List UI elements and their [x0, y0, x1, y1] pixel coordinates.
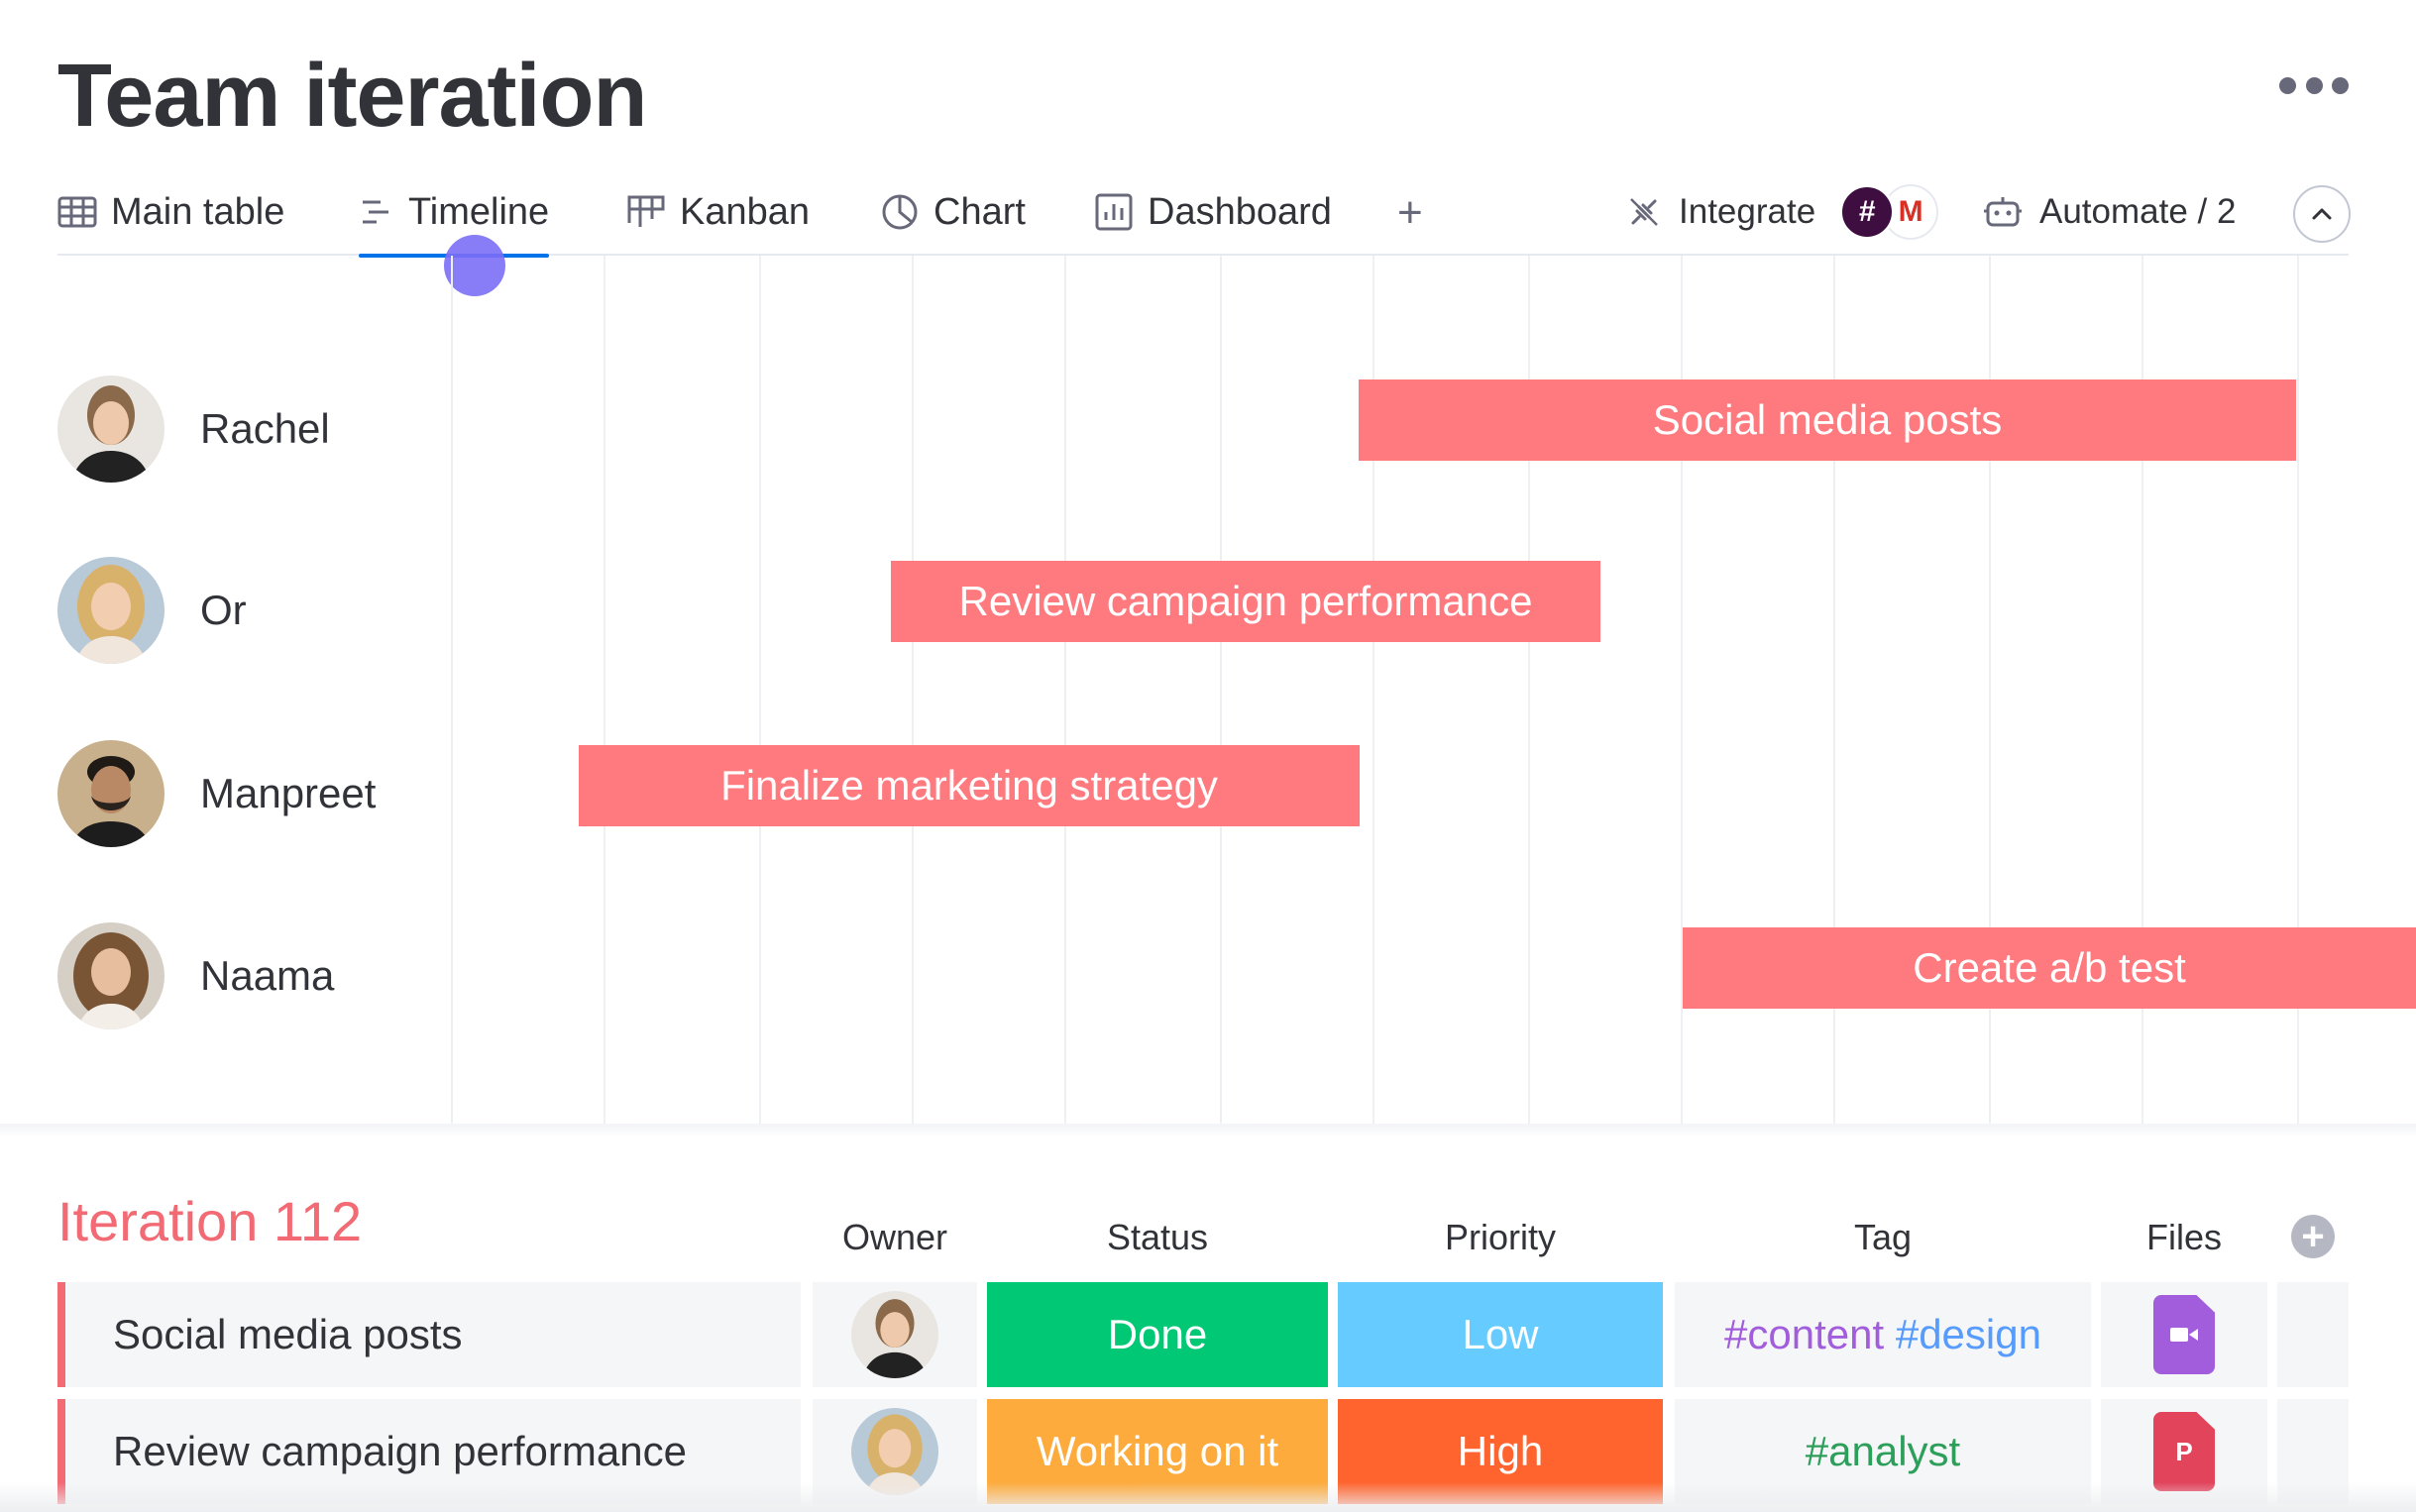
chart-icon	[882, 194, 918, 230]
tab-label: Kanban	[680, 190, 811, 233]
add-view-button[interactable]: +	[1397, 188, 1423, 237]
chevron-up-icon	[2312, 208, 2332, 220]
grid-column	[1220, 256, 1222, 1124]
timeline-person-manpreet: Manpreet	[57, 739, 376, 848]
video-file-icon[interactable]	[2153, 1295, 2215, 1374]
tag[interactable]: #content	[1724, 1311, 1885, 1357]
avatar	[851, 1291, 938, 1378]
robot-icon	[1984, 197, 2022, 227]
column-header-owner[interactable]: Owner	[841, 1217, 948, 1257]
integrate-label: Integrate	[1679, 192, 1816, 231]
tab-kanban[interactable]: Kanban	[626, 180, 810, 244]
tab-chart[interactable]: Chart	[880, 180, 1026, 244]
empty-cell	[2277, 1282, 2349, 1387]
integration-icons: # M	[1839, 180, 1939, 244]
tab-timeline[interactable]: Timeline	[359, 180, 550, 258]
automate-button[interactable]: Automate / 2	[1982, 180, 2236, 244]
timeline-bar[interactable]: Create a/b test	[1683, 927, 2416, 1009]
avatar	[57, 557, 165, 664]
grid-column	[1528, 256, 1530, 1124]
tab-main-table[interactable]: Main table	[57, 180, 284, 244]
automate-label: Automate / 2	[2039, 192, 2237, 231]
person-name: Rachel	[200, 405, 330, 452]
tag-cell[interactable]: #content #design	[1675, 1282, 2091, 1387]
column-header-files[interactable]: Files	[2145, 1217, 2222, 1257]
person-name: Or	[200, 587, 247, 633]
add-column-button[interactable]: +	[2291, 1215, 2335, 1258]
view-tabs: Main table Timeline Kanban Ch	[57, 174, 2349, 258]
avatar	[57, 740, 165, 847]
timeline-person-naama: Naama	[57, 921, 334, 1030]
column-header-tag[interactable]: Tag	[1853, 1217, 1913, 1257]
timeline-person-or: Or	[57, 556, 247, 665]
item-name[interactable]: Social media posts	[57, 1282, 801, 1387]
column-header-priority[interactable]: Priority	[1444, 1217, 1556, 1257]
table-icon	[57, 196, 97, 228]
grid-column	[1373, 256, 1374, 1124]
section-divider	[0, 1124, 2416, 1137]
cursor-indicator	[444, 235, 505, 296]
dashboard-icon	[1095, 193, 1133, 231]
integrate-button[interactable]: Integrate # M	[1625, 180, 1939, 244]
timeline-bar[interactable]: Finalize marketing strategy	[579, 745, 1360, 826]
grid-column	[1989, 256, 1991, 1124]
grid-column	[604, 256, 605, 1124]
priority-cell[interactable]: Low	[1338, 1282, 1663, 1387]
tab-label: Main table	[111, 190, 285, 233]
files-cell[interactable]	[2101, 1282, 2267, 1387]
owner-cell[interactable]	[813, 1282, 977, 1387]
timeline-area: Rachel Social media posts Or Review camp…	[0, 256, 2416, 1124]
collapse-button[interactable]	[2293, 185, 2351, 243]
grid-column	[912, 256, 914, 1124]
timeline-bar[interactable]: Social media posts	[1359, 379, 2296, 461]
tab-label: Dashboard	[1148, 190, 1332, 233]
powerpoint-file-icon[interactable]: P	[2153, 1412, 2215, 1491]
avatar	[57, 376, 165, 483]
tag[interactable]: #design	[1895, 1311, 2041, 1357]
group-title[interactable]: Iteration 112	[57, 1190, 363, 1252]
person-name: Manpreet	[200, 770, 377, 816]
grid-column	[1064, 256, 1066, 1124]
grid-column	[1833, 256, 1835, 1124]
grid-column	[759, 256, 761, 1124]
grid-column	[451, 256, 453, 1124]
avatar	[57, 922, 165, 1029]
page-title: Team iteration	[57, 47, 647, 146]
plug-icon	[1630, 198, 1658, 226]
grid-column	[1681, 256, 1683, 1124]
tab-label: Chart	[933, 190, 1026, 233]
person-name: Naama	[200, 952, 335, 999]
kanban-icon	[627, 195, 665, 227]
column-header-status[interactable]: Status	[1106, 1217, 1209, 1257]
tab-dashboard[interactable]: Dashboard	[1094, 180, 1332, 244]
more-options-icon[interactable]	[2279, 67, 2349, 103]
tag[interactable]: #analyst	[1805, 1428, 1961, 1474]
slack-icon: #	[1839, 184, 1896, 240]
timeline-icon	[363, 200, 388, 224]
tab-label: Timeline	[408, 190, 550, 233]
timeline-bar[interactable]: Review campaign performance	[891, 561, 1600, 642]
bottom-fade	[0, 1482, 2416, 1512]
grid-column	[2297, 256, 2299, 1124]
grid-column	[2141, 256, 2143, 1124]
table-row: Social media posts Done Low #content #de…	[57, 1282, 2349, 1387]
timeline-person-rachel: Rachel	[57, 375, 330, 484]
status-cell[interactable]: Done	[987, 1282, 1328, 1387]
